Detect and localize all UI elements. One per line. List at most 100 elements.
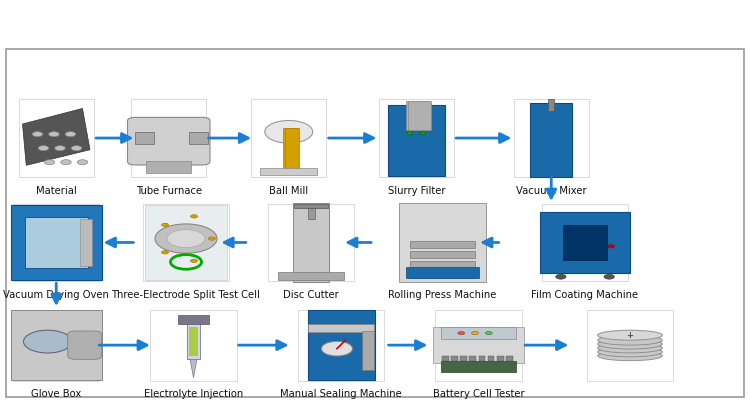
Ellipse shape: [598, 347, 662, 357]
FancyBboxPatch shape: [586, 310, 674, 380]
FancyBboxPatch shape: [278, 272, 344, 280]
Circle shape: [167, 230, 205, 248]
FancyBboxPatch shape: [308, 324, 374, 332]
FancyBboxPatch shape: [488, 356, 494, 361]
Polygon shape: [22, 108, 90, 165]
FancyBboxPatch shape: [145, 205, 227, 280]
FancyBboxPatch shape: [80, 219, 92, 266]
FancyBboxPatch shape: [408, 101, 430, 130]
FancyBboxPatch shape: [362, 331, 374, 370]
FancyBboxPatch shape: [308, 205, 315, 219]
FancyBboxPatch shape: [406, 267, 478, 278]
Text: Slurry Filter: Slurry Filter: [388, 186, 445, 196]
Ellipse shape: [598, 351, 662, 361]
FancyBboxPatch shape: [13, 310, 99, 380]
Circle shape: [49, 132, 59, 137]
Circle shape: [61, 160, 71, 165]
Circle shape: [161, 251, 169, 254]
FancyBboxPatch shape: [460, 356, 467, 361]
Circle shape: [406, 132, 412, 135]
Circle shape: [604, 274, 614, 279]
FancyBboxPatch shape: [440, 361, 517, 372]
FancyBboxPatch shape: [410, 271, 476, 278]
FancyBboxPatch shape: [178, 315, 209, 324]
Ellipse shape: [598, 339, 662, 349]
FancyBboxPatch shape: [128, 117, 210, 165]
FancyBboxPatch shape: [452, 356, 458, 361]
Circle shape: [65, 132, 76, 137]
FancyBboxPatch shape: [435, 310, 522, 380]
Circle shape: [23, 330, 72, 353]
Text: Rolling Press Machine: Rolling Press Machine: [388, 290, 496, 300]
FancyBboxPatch shape: [563, 225, 607, 260]
FancyBboxPatch shape: [293, 203, 329, 282]
Ellipse shape: [598, 343, 662, 353]
Circle shape: [190, 259, 197, 262]
Circle shape: [472, 332, 478, 335]
FancyBboxPatch shape: [187, 320, 200, 359]
FancyBboxPatch shape: [410, 251, 476, 258]
Text: Three-Electrode Split Test Cell: Three-Electrode Split Test Cell: [112, 290, 260, 300]
FancyBboxPatch shape: [399, 203, 486, 282]
Ellipse shape: [598, 330, 662, 340]
Text: Ball Mill: Ball Mill: [269, 186, 308, 196]
FancyBboxPatch shape: [308, 310, 375, 380]
FancyBboxPatch shape: [379, 99, 454, 177]
FancyBboxPatch shape: [135, 132, 154, 144]
Text: Vacuum Drying Oven: Vacuum Drying Oven: [3, 290, 109, 300]
Polygon shape: [190, 359, 197, 378]
FancyBboxPatch shape: [13, 204, 99, 282]
Text: Disc Cutter: Disc Cutter: [284, 290, 339, 300]
FancyBboxPatch shape: [25, 217, 88, 268]
Circle shape: [155, 224, 217, 253]
FancyBboxPatch shape: [294, 204, 328, 208]
FancyBboxPatch shape: [251, 99, 326, 177]
FancyBboxPatch shape: [142, 204, 230, 282]
FancyBboxPatch shape: [440, 327, 517, 340]
FancyBboxPatch shape: [131, 99, 206, 177]
Circle shape: [38, 146, 49, 151]
Circle shape: [608, 245, 614, 248]
FancyBboxPatch shape: [10, 205, 102, 280]
Circle shape: [161, 223, 169, 226]
Circle shape: [55, 146, 65, 151]
FancyBboxPatch shape: [388, 105, 445, 176]
FancyBboxPatch shape: [539, 212, 631, 273]
Circle shape: [77, 160, 88, 165]
FancyBboxPatch shape: [514, 99, 589, 177]
Circle shape: [32, 132, 43, 137]
FancyBboxPatch shape: [19, 99, 94, 177]
Circle shape: [209, 237, 215, 240]
Circle shape: [485, 332, 492, 335]
Circle shape: [71, 146, 82, 151]
FancyBboxPatch shape: [410, 241, 476, 248]
FancyBboxPatch shape: [506, 356, 512, 361]
FancyBboxPatch shape: [530, 103, 572, 177]
Text: Glove Box: Glove Box: [31, 389, 81, 399]
FancyBboxPatch shape: [189, 132, 208, 144]
Text: Film Coating Machine: Film Coating Machine: [532, 290, 638, 300]
FancyBboxPatch shape: [406, 101, 429, 130]
FancyBboxPatch shape: [10, 310, 102, 380]
Text: Tube Furnace: Tube Furnace: [136, 186, 202, 196]
FancyBboxPatch shape: [478, 356, 485, 361]
FancyBboxPatch shape: [298, 310, 385, 380]
FancyBboxPatch shape: [433, 328, 524, 363]
FancyBboxPatch shape: [146, 162, 191, 173]
FancyBboxPatch shape: [548, 99, 554, 111]
Ellipse shape: [598, 335, 662, 345]
Circle shape: [556, 274, 566, 279]
Text: Electrolyte Injection: Electrolyte Injection: [144, 389, 243, 399]
FancyBboxPatch shape: [496, 356, 503, 361]
FancyBboxPatch shape: [399, 204, 486, 282]
Text: Flow-chart of Coin Cell Lab-scale Fabrication: Flow-chart of Coin Cell Lab-scale Fabric…: [113, 13, 637, 33]
Text: Vacuum Mixer: Vacuum Mixer: [516, 186, 586, 196]
FancyBboxPatch shape: [260, 168, 317, 176]
Circle shape: [458, 332, 465, 335]
Text: Manual Sealing Machine: Manual Sealing Machine: [280, 389, 402, 399]
Text: +: +: [626, 331, 634, 340]
Circle shape: [190, 215, 197, 218]
FancyBboxPatch shape: [442, 356, 449, 361]
FancyBboxPatch shape: [189, 328, 198, 356]
Text: Material: Material: [36, 186, 76, 196]
